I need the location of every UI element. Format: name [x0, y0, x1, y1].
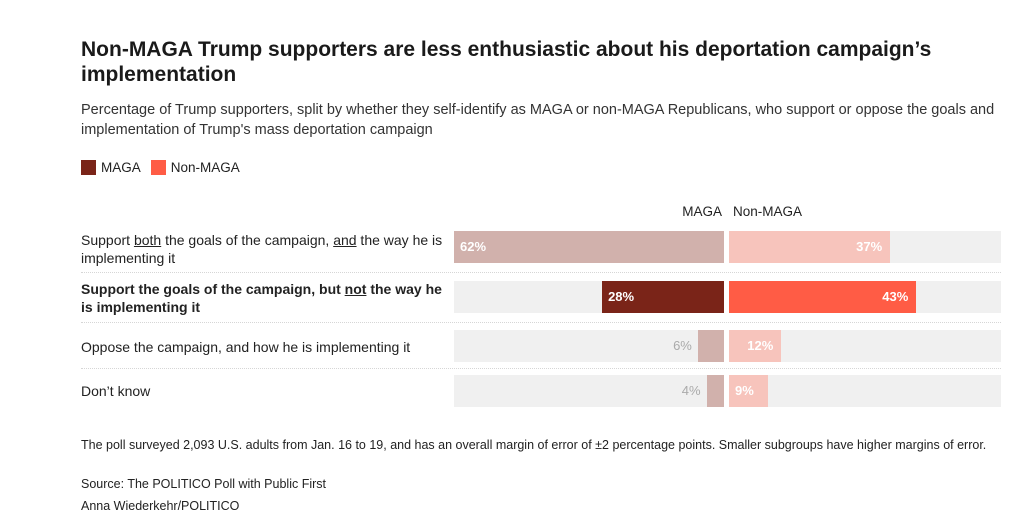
data-label-maga: 6%	[673, 338, 692, 353]
data-label-maga: 62%	[460, 239, 487, 254]
bar-nonmaga	[729, 375, 769, 407]
row-divider	[81, 322, 1001, 323]
bar-maga	[706, 375, 724, 407]
legend-item-nonmaga: Non-MAGA	[150, 160, 240, 175]
data-label-nonmaga: 43%	[882, 289, 909, 304]
bar-maga	[697, 330, 724, 362]
legend-swatch-maga	[81, 160, 96, 175]
bar-track-nonmaga: 37%	[729, 231, 1001, 263]
footer-note: The poll surveyed 2,093 U.S. adults from…	[81, 438, 987, 452]
bar-track-maga: 28%	[454, 281, 724, 313]
bar-track-maga: 4%	[454, 375, 724, 407]
footer-credit: Anna Wiederkehr/POLITICO	[81, 499, 240, 513]
row-divider	[81, 272, 1001, 273]
bar-maga	[454, 231, 724, 263]
legend-label-maga: MAGA	[101, 160, 141, 175]
column-header-nonmaga: Non-MAGA	[733, 204, 803, 219]
bar-track-maga: 62%	[454, 231, 724, 263]
row-label: Support both the goals of the campaign, …	[81, 232, 443, 266]
chart-title: Non-MAGA Trump supporters are less enthu…	[81, 38, 932, 86]
bar-track-nonmaga: 9%	[729, 375, 1001, 407]
row-label: Don’t know	[81, 383, 151, 399]
data-label-maga: 4%	[681, 383, 701, 398]
data-label-nonmaga: 12%	[747, 338, 774, 353]
legend: MAGA Non-MAGA	[81, 160, 250, 175]
legend-item-maga: MAGA	[81, 160, 141, 175]
bar-nonmaga	[729, 231, 891, 263]
row-label: Support the goals of the campaign, but n…	[81, 281, 442, 315]
legend-swatch-nonmaga	[150, 160, 166, 175]
column-header-maga: MAGA	[682, 204, 722, 219]
legend-label-nonmaga: Non-MAGA	[170, 160, 240, 175]
row-divider	[81, 368, 1001, 369]
footer-source: Source: The POLITICO Poll with Public Fi…	[81, 477, 326, 491]
data-label-nonmaga: 37%	[856, 239, 883, 254]
bar-nonmaga	[729, 281, 917, 313]
bar-maga	[602, 281, 724, 313]
chart-subtitle: Percentage of Trump supporters, split by…	[81, 102, 995, 138]
bar-track-maga: 6%	[454, 330, 724, 362]
bar-track-nonmaga: 43%	[729, 281, 1001, 313]
data-label-maga: 28%	[608, 289, 635, 304]
bar-nonmaga	[729, 330, 782, 362]
bar-track-nonmaga: 12%	[729, 330, 1001, 362]
data-label-nonmaga: 9%	[735, 383, 754, 398]
row-label: Oppose the campaign, and how he is imple…	[81, 339, 411, 355]
